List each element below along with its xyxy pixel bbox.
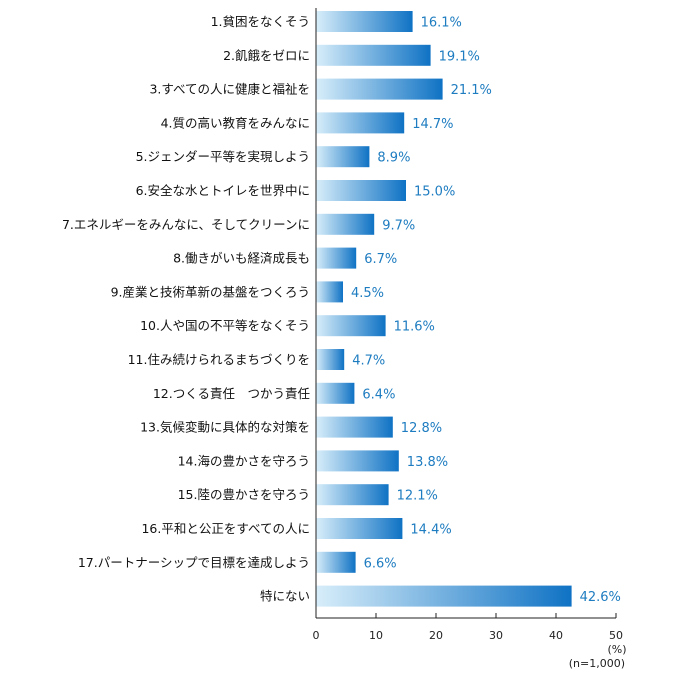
category-label: 9.産業と技術革新の基盤をつくろう xyxy=(111,284,310,299)
category-label: 4.質の高い教育をみんなに xyxy=(161,115,310,130)
category-label: 1.貧困をなくそう xyxy=(211,14,310,29)
unit-label: (%) xyxy=(607,643,626,656)
bar xyxy=(316,382,355,404)
bar xyxy=(316,213,375,235)
x-axis: 0 10 20 30 40 50 xyxy=(313,8,623,642)
category-label: 12.つくる責任 つかう責任 xyxy=(153,386,310,401)
bar xyxy=(316,281,343,303)
value-label: 6.4% xyxy=(362,387,395,402)
x-tick-label: 0 xyxy=(313,629,320,642)
value-label: 12.8% xyxy=(401,421,442,436)
category-label: 6.安全な水とトイレを世界中に xyxy=(136,183,310,198)
value-label: 21.1% xyxy=(451,83,492,98)
bar xyxy=(316,78,443,100)
value-label: 9.7% xyxy=(382,218,415,233)
category-label: 2.飢餓をゼロに xyxy=(223,48,310,63)
bar xyxy=(316,315,386,337)
x-tick-label: 20 xyxy=(429,629,443,642)
bar xyxy=(316,112,405,134)
value-label: 8.9% xyxy=(377,151,410,166)
bar xyxy=(316,349,345,370)
value-label: 13.8% xyxy=(407,455,448,470)
category-label: 5.ジェンダー平等を実現しよう xyxy=(136,149,310,164)
category-label: 特にない xyxy=(260,589,310,604)
value-label: 14.4% xyxy=(410,523,451,538)
category-label: 16.平和と公正をすべての人に xyxy=(141,521,310,536)
bar xyxy=(316,11,413,32)
bar xyxy=(316,551,356,573)
category-label: 8.働きがいも経済成長も xyxy=(173,251,310,266)
bar xyxy=(316,146,370,168)
category-label: 3.すべての人に健康と福祉を xyxy=(149,82,310,97)
value-label: 6.7% xyxy=(364,252,397,267)
bar xyxy=(316,484,389,506)
bar xyxy=(316,585,572,607)
x-tick-label: 10 xyxy=(369,629,383,642)
category-label: 15.陸の豊かさを守ろう xyxy=(178,487,310,502)
bar xyxy=(316,450,399,472)
category-label: 7.エネルギーをみんなに、そしてクリーンに xyxy=(62,217,310,232)
value-label: 16.1% xyxy=(421,16,462,31)
value-label: 11.6% xyxy=(394,320,435,335)
x-tick-label: 50 xyxy=(609,629,623,642)
category-labels: 1.貧困をなくそう 2.飢餓をゼロに 3.すべての人に健康と福祉を 4.質の高い教育を… xyxy=(62,14,310,604)
value-label: 19.1% xyxy=(439,49,480,64)
value-label: 4.7% xyxy=(352,354,385,369)
value-label: 12.1% xyxy=(397,489,438,504)
value-label: 4.5% xyxy=(351,286,384,301)
value-label: 15.0% xyxy=(414,185,455,200)
category-label: 14.海の豊かさを守ろう xyxy=(178,453,310,468)
bar xyxy=(316,180,406,201)
value-labels: 16.1% 19.1% 21.1% 14.7% 8.9% 15.0% 9.7% 6.7% 4.5… xyxy=(351,16,621,606)
bars-layer xyxy=(316,11,572,607)
value-label: 42.6% xyxy=(580,590,621,605)
bar xyxy=(316,247,357,269)
category-label: 17.パートナーシップで目標を達成しよう xyxy=(78,555,310,570)
bar xyxy=(316,518,403,539)
value-label: 14.7% xyxy=(412,117,453,132)
x-tick-label: 30 xyxy=(489,629,503,642)
x-tick-label: 40 xyxy=(549,629,563,642)
category-label: 13.気候変動に具体的な対策を xyxy=(140,420,310,435)
sample-size-label: (n=1,000) xyxy=(569,657,625,670)
bar xyxy=(316,44,431,66)
category-label: 10.人や国の不平等をなくそう xyxy=(140,318,310,333)
category-label: 11.住み続けられるまちづくりを xyxy=(128,352,310,367)
value-label: 6.6% xyxy=(364,556,397,571)
bar xyxy=(316,416,393,438)
